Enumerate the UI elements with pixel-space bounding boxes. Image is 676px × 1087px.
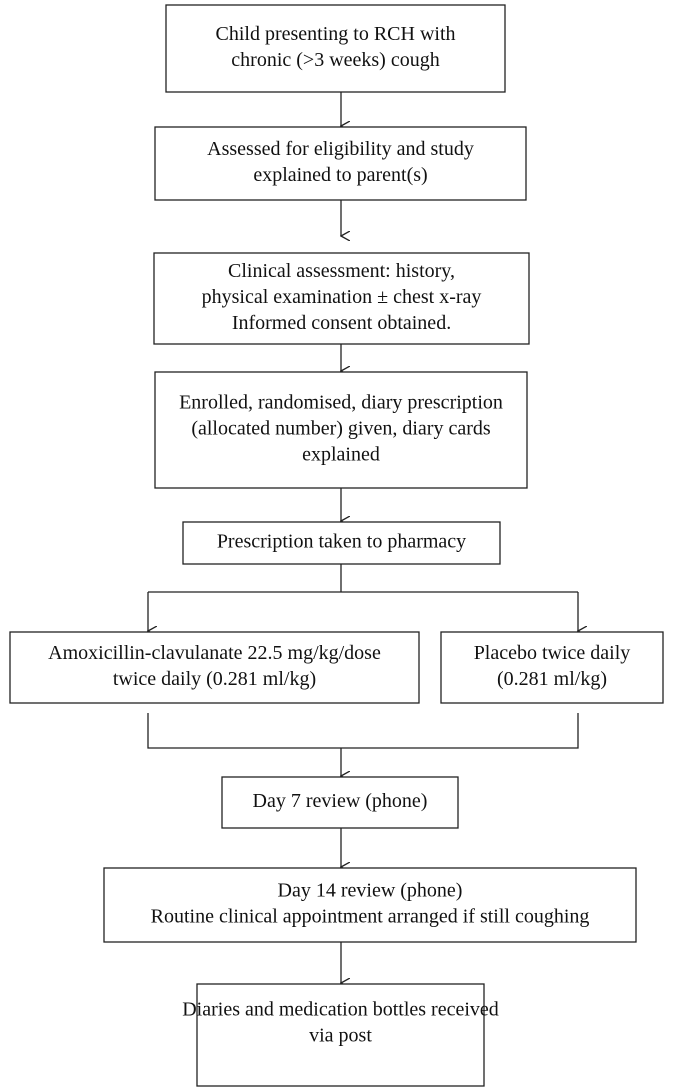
box-text: via post bbox=[309, 1025, 372, 1047]
box-text: chronic (>3 weeks) cough bbox=[231, 49, 439, 71]
box-text: Amoxicillin-clavulanate 22.5 mg/kg/dose bbox=[48, 642, 381, 664]
box-text: Routine clinical appointment arranged if… bbox=[151, 906, 590, 928]
flow-box bbox=[153, 252, 530, 345]
box-text: Day 14 review (phone) bbox=[278, 880, 463, 902]
box-text: Informed consent obtained. bbox=[232, 312, 451, 334]
split-line bbox=[148, 564, 578, 593]
flow-box bbox=[196, 983, 485, 1087]
flow-box bbox=[165, 4, 506, 93]
box-text: Day 7 review (phone) bbox=[253, 790, 428, 812]
box-text: Prescription taken to pharmacy bbox=[217, 531, 466, 553]
box-text: Assessed for eligibility and study bbox=[207, 138, 474, 160]
box-text: twice daily (0.281 ml/kg) bbox=[113, 668, 316, 690]
box-text: (0.281 ml/kg) bbox=[497, 668, 607, 690]
flow-box bbox=[154, 126, 527, 201]
flow-box bbox=[221, 776, 459, 829]
box-text: Placebo twice daily bbox=[474, 642, 631, 664]
box-text: (allocated number) given, diary cards bbox=[191, 418, 491, 440]
box-text: Diaries and medication bottles received bbox=[182, 999, 499, 1021]
connectors bbox=[148, 92, 578, 983]
box-text: Clinical assessment: history, bbox=[228, 260, 455, 282]
flow-box bbox=[103, 867, 637, 943]
box-text: Child presenting to RCH with bbox=[216, 23, 456, 45]
box-text: explained to parent(s) bbox=[253, 164, 427, 186]
merge-line bbox=[147, 713, 579, 749]
flow-box bbox=[154, 371, 528, 489]
box-text: explained bbox=[302, 444, 380, 466]
flow-box bbox=[9, 631, 420, 704]
flow-box bbox=[440, 631, 664, 704]
flow-box bbox=[182, 521, 501, 565]
box-text: physical examination ± chest x-ray bbox=[202, 286, 482, 308]
boxes: Child presenting to RCH with chronic (>3 … bbox=[9, 4, 664, 1087]
box-text: Enrolled, randomised, diary prescription bbox=[179, 392, 503, 414]
